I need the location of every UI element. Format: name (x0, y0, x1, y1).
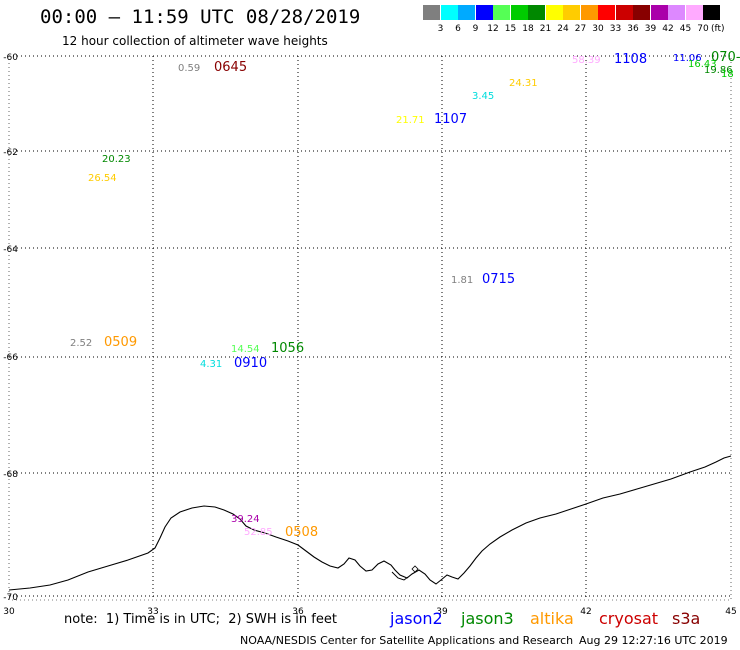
scale-tick-label: 15 (504, 24, 517, 34)
y-tick-label: -68 (3, 470, 18, 480)
coast-inlet (391, 571, 409, 581)
coastline (8, 455, 732, 591)
scale-swatch (668, 5, 685, 20)
observation-time-label: 0509 (104, 335, 137, 350)
observation-time-label: 1107 (434, 112, 467, 127)
wave-height-label: 21.71 (396, 115, 425, 126)
scale-tick-label: 9 (472, 24, 479, 34)
scale-tick-label: 18 (522, 24, 534, 34)
scale-tick-label: 39 (644, 24, 657, 34)
scale-tick-label: 33 (609, 24, 622, 34)
wave-height-label: 18 (721, 69, 734, 80)
mission-label-altika: altika (530, 609, 574, 628)
scale-swatch (615, 5, 633, 20)
observation-time-label: 1108 (614, 52, 647, 67)
footer-timestamp: Aug 29 12:27:16 UTC 2019 (579, 634, 728, 647)
scale-swatch (650, 5, 668, 20)
scale-swatch (685, 5, 703, 20)
wave-height-label: 11.06 (673, 53, 702, 64)
axis-ticks: 30 33 36 39 42 45 -60 -62 -64 -66 -68 -70 (3, 53, 736, 617)
x-tick-label: 39 (436, 607, 448, 617)
observation-time-label: 0508 (285, 525, 318, 540)
wave-height-label: 19.86 (704, 65, 733, 76)
scale-swatch (633, 5, 650, 20)
y-tick-label: -60 (3, 53, 18, 63)
observation-time-label: 070- (711, 50, 740, 65)
wave-height-label: 39.24 (231, 514, 260, 525)
mission-label-s3a: s3a (672, 609, 701, 628)
x-tick-label: 45 (725, 607, 736, 617)
scale-tick-label: 3 (437, 24, 444, 34)
observation-time-label: 0715 (482, 272, 515, 287)
scale-tick-label: 30 (592, 24, 604, 34)
x-tick-label: 33 (147, 607, 158, 617)
wave-height-label: 16.43 (688, 59, 717, 70)
scale-swatch (598, 5, 615, 20)
footer-credit: NOAA/NESDIS Center for Satellite Applica… (240, 634, 574, 647)
mission-label-cryosat: cryosat (599, 609, 659, 628)
scale-swatch (580, 5, 598, 20)
scale-unit: (ft) (711, 24, 725, 34)
scale-swatch (493, 5, 510, 20)
y-tick-label: -64 (3, 245, 18, 255)
wave-height-label: 26.54 (88, 173, 117, 184)
x-tick-label: 42 (580, 607, 591, 617)
x-tick-label: 30 (3, 607, 15, 617)
wave-height-label: 2.52 (70, 338, 92, 349)
small-island (411, 565, 419, 573)
page-title: 00:00 – 11:59 UTC 08/28/2019 (40, 6, 361, 28)
scale-swatch (703, 5, 720, 20)
plot-frame (8, 55, 732, 601)
scale-tick-label: 42 (662, 24, 674, 34)
scale-tick-label: 24 (557, 24, 569, 34)
scale-tick-label: 70 (697, 24, 709, 34)
scale-tick-label: 21 (539, 24, 552, 34)
wave-height-label: 24.31 (509, 78, 538, 89)
scale-swatch (423, 5, 440, 20)
y-tick-label: -66 (3, 353, 18, 363)
x-tick-label: 36 (292, 607, 304, 617)
scale-tick-label: 27 (574, 24, 587, 34)
wave-height-label: 3.45 (472, 91, 494, 102)
scale-swatch (528, 5, 545, 20)
scale-swatch (563, 5, 580, 20)
footer-note: note: 1) Time is in UTC; 2) SWH is in fe… (64, 612, 337, 627)
wave-height-label: 1.81 (451, 275, 473, 286)
scale-swatch (510, 5, 528, 20)
scale-tick-label: 12 (487, 24, 499, 34)
scale-swatch (458, 5, 475, 20)
antarctic-coastline (8, 455, 732, 591)
page-subtitle: 12 hour collection of altimeter wave hei… (62, 34, 328, 48)
wave-height-label: 14.54 (231, 344, 260, 355)
wave-height-label: 20.23 (102, 154, 131, 165)
scale-tick-label: 45 (679, 24, 692, 34)
y-tick-label: -70 (3, 593, 18, 603)
observation-time-label: 0645 (214, 60, 247, 75)
scale-swatch (440, 5, 458, 20)
scale-swatch (545, 5, 563, 20)
observation-time-label: 0910 (234, 356, 267, 371)
scale-tick-label: 6 (455, 24, 461, 34)
scale-swatch (475, 5, 493, 20)
y-tick-label: -62 (3, 148, 18, 158)
wave-height-label: 0.59 (178, 63, 200, 74)
observation-time-label: 1056 (271, 341, 304, 356)
mission-label-jason2: jason2 (390, 609, 443, 628)
mission-label-jason3: jason3 (461, 609, 514, 628)
wave-height-label: 52.85 (244, 527, 273, 538)
wave-height-label: 58.39 (572, 55, 601, 66)
wave-height-label: 4.31 (200, 359, 222, 370)
graticule (8, 55, 732, 601)
scale-tick-label: 36 (627, 24, 639, 34)
